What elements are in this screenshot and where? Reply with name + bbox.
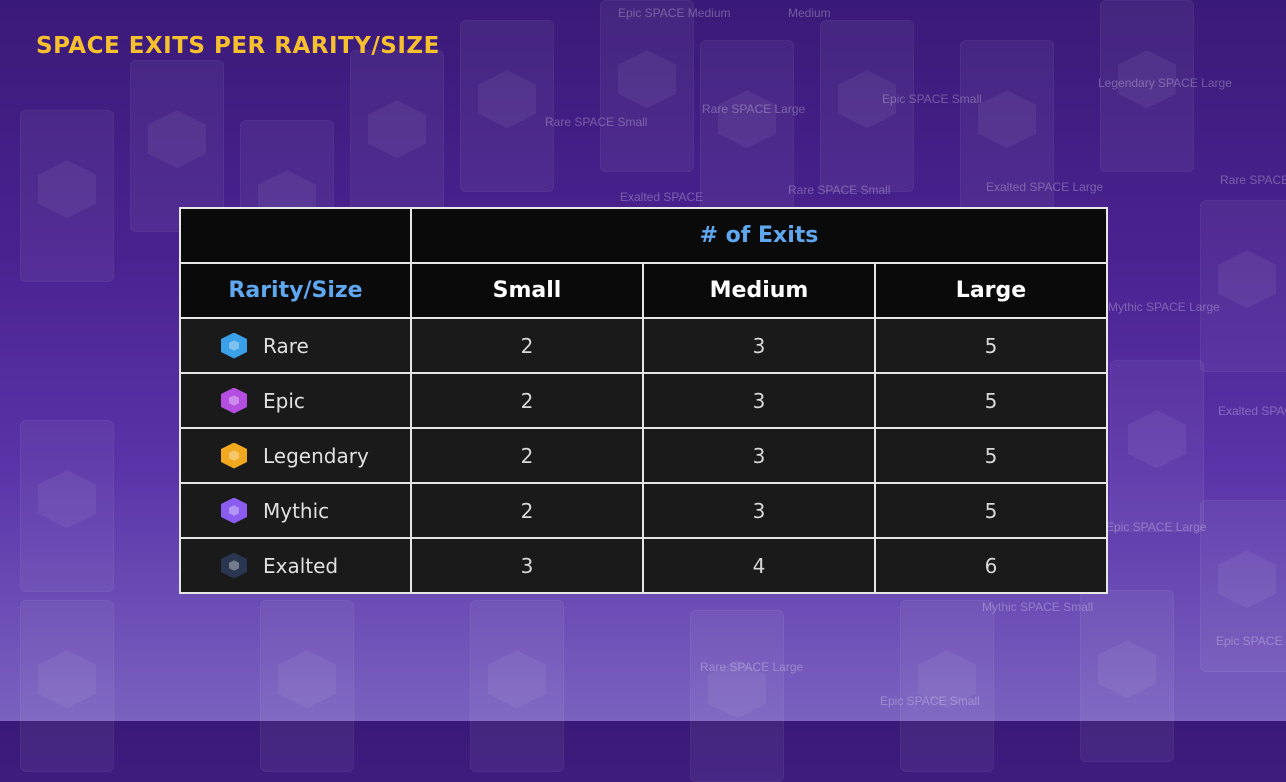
rarity-size-header: Rarity/Size (179, 262, 412, 319)
table-row: Legendary 2 3 5 (179, 427, 1108, 484)
table-row: Rare 2 3 5 (179, 317, 1108, 374)
background-tile (900, 600, 994, 772)
rarity-label: Epic (263, 388, 305, 413)
rarity-label: Legendary (263, 443, 369, 468)
background-tile (700, 40, 794, 212)
value-cell-large: 6 (874, 537, 1108, 594)
rarity-label: Exalted (263, 553, 339, 578)
background-tile (20, 420, 114, 592)
exits-group-header: # of Exits (410, 207, 1108, 264)
background-label: Exalted SPACE Medium (1218, 404, 1286, 418)
background-tile (470, 600, 564, 772)
background-label: Mythic SPACE Large (1108, 300, 1220, 314)
background-label: Rare SPACE (1220, 173, 1286, 187)
table-row: Mythic 2 3 5 (179, 482, 1108, 539)
background-label: Epic SPACE Small (882, 92, 982, 106)
value-cell-medium: 3 (642, 482, 876, 539)
background-tile (820, 20, 914, 192)
background-tile (20, 110, 114, 282)
column-header-small: Small (410, 262, 644, 319)
value-cell-large: 5 (874, 427, 1108, 484)
rarity-cell: Rare (179, 317, 412, 374)
value-cell-small: 2 (410, 427, 644, 484)
table-row: Exalted 3 4 6 (179, 537, 1108, 594)
background-label: Exalted SPACE Large (986, 180, 1104, 194)
background-tile (960, 40, 1054, 212)
value-cell-small: 3 (410, 537, 644, 594)
legendary-gem-icon (221, 442, 247, 469)
rare-gem-icon (221, 332, 247, 359)
background-tile (1200, 200, 1286, 372)
background-tile (460, 20, 554, 192)
background-tile (1110, 360, 1204, 532)
value-cell-large: 5 (874, 372, 1108, 429)
table-column-header-row: Rarity/Size Small Medium Large (179, 262, 1108, 319)
background-label: Rare SPACE Large (700, 660, 804, 674)
rarity-cell: Legendary (179, 427, 412, 484)
value-cell-medium: 3 (642, 372, 876, 429)
background-label: Legendary SPACE Large (1098, 76, 1232, 90)
background-tile (1100, 0, 1194, 172)
exits-table: # of Exits Rarity/Size Small Medium Larg… (179, 207, 1108, 594)
empty-corner-cell (179, 207, 412, 264)
background-tile (1080, 590, 1174, 762)
column-header-large: Large (874, 262, 1108, 319)
value-cell-medium: 4 (642, 537, 876, 594)
value-cell-medium: 3 (642, 317, 876, 374)
value-cell-large: 5 (874, 317, 1108, 374)
background-label: Rare SPACE Small (788, 183, 891, 197)
rarity-label: Mythic (263, 498, 330, 523)
background-tile (690, 610, 784, 782)
background-tile (20, 600, 114, 772)
value-cell-large: 5 (874, 482, 1108, 539)
table-group-header-row: # of Exits (179, 207, 1108, 264)
column-header-medium: Medium (642, 262, 876, 319)
rarity-cell: Mythic (179, 482, 412, 539)
rarity-cell: Exalted (179, 537, 412, 594)
rarity-cell: Epic (179, 372, 412, 429)
background-label: Exalted SPACE (620, 190, 704, 204)
background-label: Epic SPACE Large (1106, 520, 1207, 534)
background-label: Mythic SPACE Small (982, 600, 1094, 614)
background-label: Epic SPACE Medium (1216, 634, 1286, 648)
value-cell-small: 2 (410, 482, 644, 539)
background-label: Epic SPACE Medium (618, 6, 731, 20)
mythic-gem-icon (221, 497, 247, 524)
background-tile (600, 0, 694, 172)
background-label: Rare SPACE Small (545, 115, 648, 129)
background-tile (260, 600, 354, 772)
background-label: Medium (788, 6, 831, 20)
epic-gem-icon (221, 387, 247, 414)
value-cell-small: 2 (410, 372, 644, 429)
background-label: Rare SPACE Large (702, 102, 806, 116)
background-tile (350, 50, 444, 222)
table-row: Epic 2 3 5 (179, 372, 1108, 429)
background-label: Epic SPACE Small (880, 694, 980, 708)
rarity-label: Rare (263, 333, 309, 358)
page-title: SPACE EXITS PER RARITY/SIZE (36, 33, 440, 59)
background-tile (1200, 500, 1286, 672)
value-cell-small: 2 (410, 317, 644, 374)
exalted-gem-icon (221, 552, 247, 579)
value-cell-medium: 3 (642, 427, 876, 484)
